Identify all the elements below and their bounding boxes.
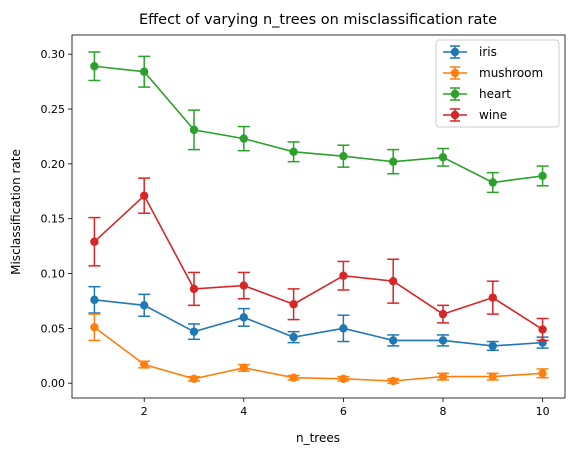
data-point [339, 374, 348, 384]
legend-marker-wine [450, 110, 460, 120]
data-point [488, 341, 497, 351]
legend-label-mushroom: mushroom [479, 66, 543, 80]
plot-area: 2 4 6 8 10 0.00 0.05 0.10 0.15 0.20 0.25 0.30 [41, 34, 566, 418]
data-point [388, 336, 398, 345]
y-tick-label: 0.20 [41, 158, 66, 171]
data-point [289, 373, 298, 382]
data-point [189, 284, 199, 294]
data-point [438, 309, 448, 319]
x-tick-label: 10 [536, 405, 550, 418]
data-point [189, 125, 199, 135]
legend-marker-iris [450, 47, 460, 57]
x-tick-label: 4 [240, 405, 247, 418]
data-point [438, 336, 448, 345]
series-line-mushroom [93, 326, 543, 382]
data-point [388, 376, 398, 386]
data-point [438, 372, 448, 381]
series-line-heart [94, 65, 543, 184]
data-point [140, 191, 149, 200]
legend-label-iris: iris [479, 45, 497, 59]
data-point [388, 157, 398, 166]
data-point [140, 360, 149, 369]
y-tick-label: 0.05 [41, 322, 66, 335]
series-iris [88, 285, 549, 352]
data-point [538, 171, 547, 181]
data-point [488, 293, 497, 302]
data-point [90, 323, 99, 332]
data-point [239, 134, 249, 143]
data-point [488, 178, 497, 187]
x-axis-label: n_trees [296, 431, 340, 445]
data-point [90, 237, 99, 246]
x-tick-label: 8 [439, 405, 446, 418]
data-point [239, 363, 249, 373]
data-point [239, 313, 249, 322]
data-point [189, 327, 199, 336]
y-tick-label: 0.15 [41, 213, 66, 226]
data-point [339, 151, 348, 161]
data-point [140, 301, 149, 310]
data-point [239, 281, 249, 290]
legend-marker-mushroom [450, 68, 460, 78]
data-point [438, 153, 448, 162]
chart-title: Effect of varying n_trees on misclassifi… [139, 12, 497, 28]
series-line-wine [93, 194, 544, 331]
data-point [189, 374, 199, 384]
data-point [90, 295, 99, 305]
data-point [140, 67, 149, 76]
data-point [388, 277, 398, 286]
data-point [289, 147, 298, 156]
legend: iris mushroom heart wine [435, 39, 560, 128]
legend-box [435, 39, 560, 128]
data-point [289, 300, 298, 309]
x-tick-label: 6 [340, 405, 347, 418]
y-tick-label: 0.10 [41, 268, 66, 281]
y-axis-label: Misclassification rate [9, 149, 23, 275]
data-point [538, 325, 547, 334]
y-tick-label: 0.25 [41, 103, 66, 116]
y-tick-label: 0.00 [41, 377, 66, 390]
legend-label-heart: heart [479, 87, 511, 101]
data-point [339, 271, 348, 280]
legend-marker-heart [450, 89, 460, 99]
series-mushroom [88, 313, 549, 386]
axes-frame [71, 34, 566, 399]
data-point [90, 62, 99, 71]
series-line-iris [94, 299, 543, 347]
data-point [339, 324, 348, 333]
series-wine [88, 177, 549, 342]
data-point [289, 332, 298, 342]
legend-label-wine: wine [479, 108, 507, 122]
data-point [538, 369, 547, 378]
y-tick-label: 0.30 [41, 48, 66, 61]
x-tick-label: 2 [141, 405, 148, 418]
series-heart [88, 51, 549, 194]
data-point [488, 372, 497, 381]
